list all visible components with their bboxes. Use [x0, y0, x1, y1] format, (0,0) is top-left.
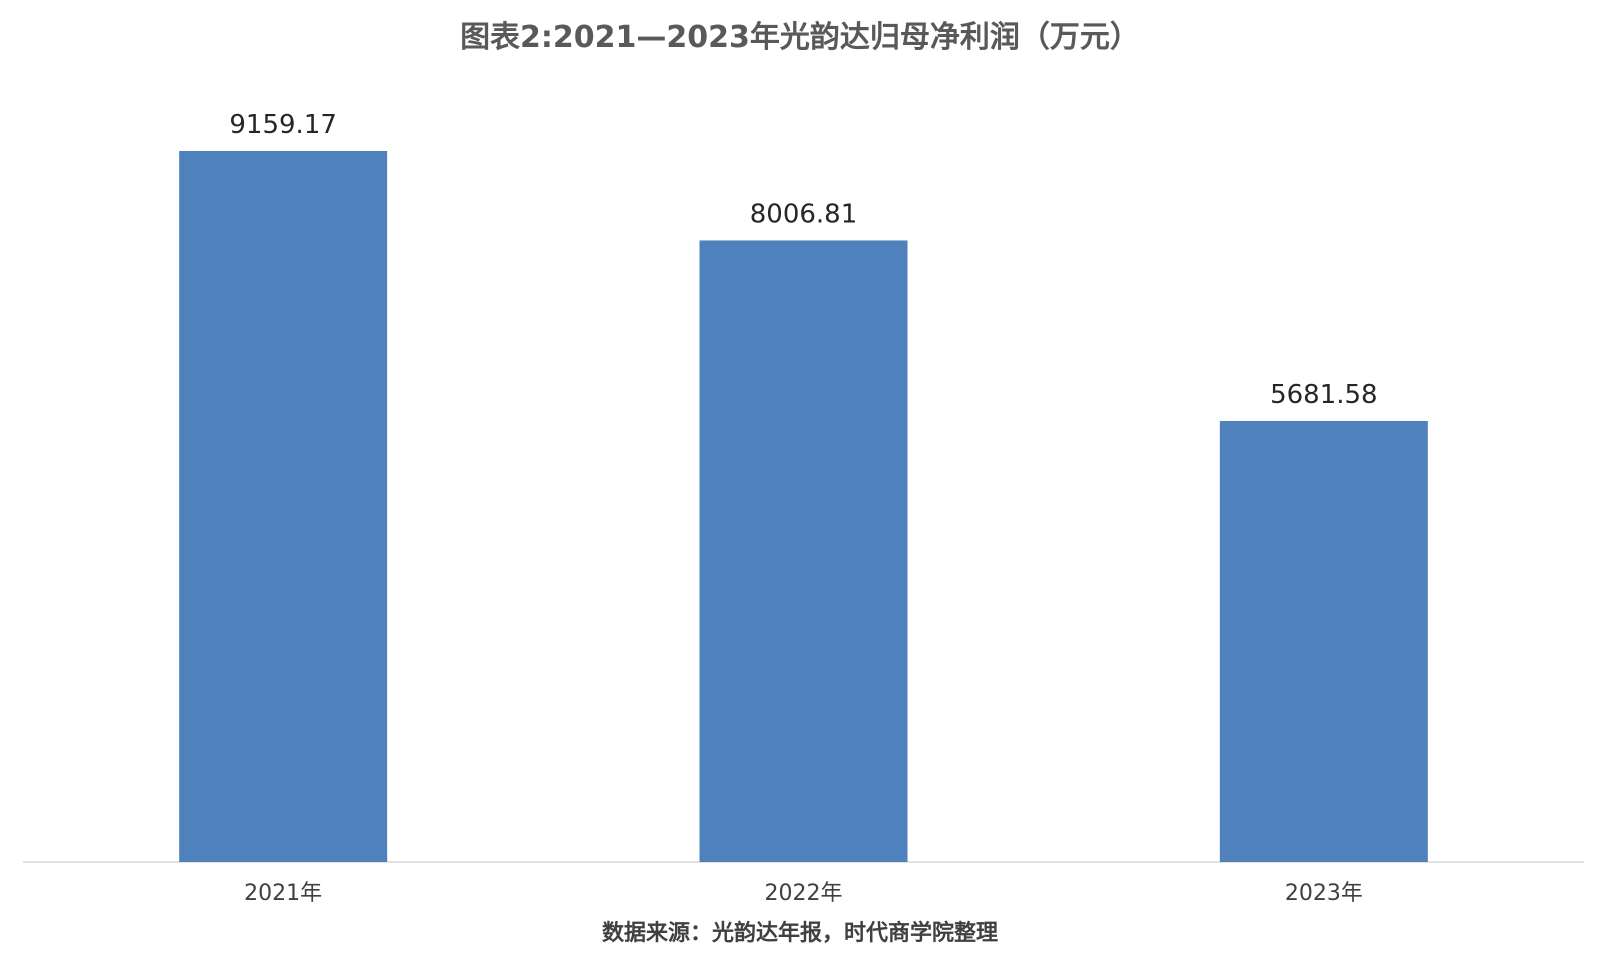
x-tick-label-1: 2021年 — [244, 881, 322, 906]
value-label-3: 5681.58 — [1270, 380, 1378, 410]
chart-title: 图表2:2021—2023年光韵达归母净利润（万元） — [460, 20, 1140, 55]
value-label-2: 8006.81 — [750, 199, 858, 229]
bars-group — [179, 151, 1428, 862]
x-tick-label-3: 2023年 — [1285, 881, 1363, 906]
tick-labels-group: 2021年 2022年 2023年 — [244, 881, 1363, 906]
source-note: 数据来源：光韵达年报，时代商学院整理 — [601, 920, 998, 946]
value-labels-group: 9159.17 8006.81 5681.58 — [229, 110, 1377, 410]
x-tick-label-2: 2022年 — [765, 881, 843, 906]
bar-2 — [699, 240, 908, 862]
value-label-1: 9159.17 — [229, 110, 337, 140]
bar-1 — [179, 151, 388, 862]
bar-3 — [1219, 420, 1428, 862]
